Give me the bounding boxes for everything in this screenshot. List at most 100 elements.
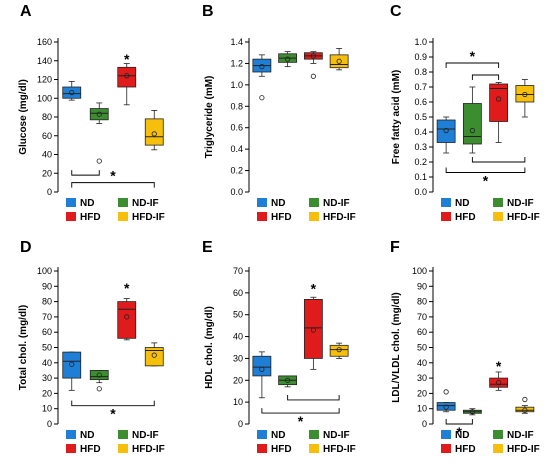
- y-tick-label: 30: [233, 353, 243, 363]
- bracket-star: *: [470, 48, 476, 64]
- y-tick-label: 0.4: [414, 127, 427, 137]
- box-body: [144, 347, 164, 367]
- legend-item-nd-if: ND-IF: [493, 198, 534, 209]
- legend-swatch: [118, 444, 128, 453]
- box-nd-if: [462, 408, 482, 416]
- panel-f: F 0 10 20 30 40 50 60 70 80 90 100 LDL/VLDL chol. (m…: [390, 239, 540, 455]
- y-tick-label: 30: [42, 373, 52, 383]
- y-axis-label: Free fatty acid (mM): [391, 70, 402, 164]
- box-mean-point: [496, 380, 502, 386]
- legend: ND ND-IF HFD HFD-IF: [257, 198, 356, 223]
- legend-item-hfd-if: HFD-IF: [118, 444, 165, 455]
- box-hfd-if: [515, 79, 535, 118]
- outlier-point: [522, 396, 528, 403]
- legend-item-nd: ND: [257, 198, 285, 209]
- box-body: [329, 54, 349, 69]
- box-mean-point: [151, 131, 157, 137]
- panel-letter: A: [20, 3, 32, 20]
- y-tick-label: 0.0: [414, 187, 427, 197]
- box-body: [489, 377, 509, 388]
- bracket-star: *: [110, 406, 116, 422]
- panel-letter: B: [202, 3, 214, 20]
- y-tick-label: 30: [417, 373, 427, 383]
- legend: ND ND-IF HFD HFD-IF: [441, 198, 540, 223]
- box-nd: [62, 80, 82, 101]
- box-mean-point: [522, 91, 528, 98]
- y-tick-label: 40: [233, 332, 243, 342]
- legend-swatch: [309, 212, 319, 221]
- y-tick-label: 50: [42, 343, 52, 353]
- legend-item-nd: ND: [257, 430, 285, 441]
- panel-a: A 0 20 40 60 80 100 120 140 160 Glucose (mg/dl) * * N…: [18, 3, 165, 223]
- box-body: [515, 406, 535, 413]
- y-tick-label: 0.7: [414, 82, 427, 92]
- significance-star: *: [496, 358, 502, 374]
- panel-letter: F: [390, 239, 400, 256]
- legend-item-hfd-if: HFD-IF: [309, 212, 356, 223]
- significance-bracket: [71, 182, 155, 188]
- significance-bracket: [471, 157, 526, 163]
- box-mean-point: [285, 377, 291, 383]
- box-nd: [252, 351, 272, 399]
- y-tick-label: 1.0: [414, 37, 427, 47]
- bracket-star: *: [110, 168, 116, 184]
- legend-item-nd-if: ND-IF: [118, 198, 159, 209]
- legend-swatch: [493, 212, 503, 221]
- box-mean-point: [124, 73, 130, 79]
- legend-label: HFD-IF: [323, 212, 356, 223]
- legend-swatch: [441, 198, 451, 207]
- box-mean-point: [443, 127, 449, 134]
- legend-swatch: [118, 198, 128, 207]
- box-body: [489, 83, 509, 122]
- legend-label: HFD-IF: [507, 212, 540, 223]
- legend-item-nd: ND: [441, 198, 469, 209]
- box-nd-if: [89, 370, 109, 392]
- legend-label: ND: [271, 430, 285, 441]
- y-tick-label: 1.4: [230, 37, 243, 47]
- y-tick-label: 0.6: [414, 97, 427, 107]
- significance-star: *: [124, 51, 130, 67]
- legend-swatch: [309, 430, 319, 439]
- box-hfd: [489, 371, 509, 391]
- box-body: [303, 299, 323, 359]
- legend-label: ND-IF: [507, 198, 534, 209]
- box-hfd: [303, 296, 323, 370]
- box-body: [252, 355, 272, 377]
- box-nd: [436, 389, 456, 413]
- y-axis-label: HDL chol. (mg/dl): [204, 306, 215, 389]
- y-tick-label: 60: [42, 327, 52, 337]
- legend-label: ND-IF: [132, 430, 159, 441]
- legend-swatch: [493, 444, 503, 453]
- legend-item-nd-if: ND-IF: [118, 430, 159, 441]
- legend: ND ND-IF HFD HFD-IF: [441, 430, 540, 455]
- box-hfd-if: [515, 396, 535, 414]
- legend-swatch: [257, 198, 267, 207]
- significance-star: *: [311, 280, 317, 296]
- box-mean-point: [469, 409, 475, 415]
- box-mean-point: [259, 366, 265, 372]
- y-tick-label: 0: [47, 187, 52, 197]
- y-tick-label: 40: [42, 150, 52, 160]
- y-tick-label: 140: [37, 56, 52, 66]
- box-hfd: [117, 63, 137, 106]
- panel-d: D 0 10 20 30 40 50 60 70 80 90 100 Total chol. (mg/d…: [18, 239, 165, 455]
- legend-label: HFD: [80, 444, 101, 455]
- significance-bracket: [445, 62, 500, 68]
- legend-swatch: [493, 430, 503, 439]
- significance-bracket: [471, 74, 500, 80]
- box-body: [62, 86, 82, 99]
- y-tick-label: 0.0: [230, 187, 243, 197]
- box-mean-point: [522, 407, 528, 413]
- legend-swatch: [257, 212, 267, 221]
- y-tick-label: 20: [42, 168, 52, 178]
- y-tick-label: 80: [42, 112, 52, 122]
- significance-bracket: [71, 170, 100, 176]
- y-tick-label: 0.3: [414, 142, 427, 152]
- box-hfd: [117, 298, 137, 341]
- y-axis-label: LDL/VLDL chol. (mg/dl): [391, 292, 402, 402]
- legend-swatch: [118, 212, 128, 221]
- legend-swatch: [493, 198, 503, 207]
- box-nd: [436, 116, 456, 154]
- y-tick-label: 60: [417, 327, 427, 337]
- y-tick-label: 10: [417, 404, 427, 414]
